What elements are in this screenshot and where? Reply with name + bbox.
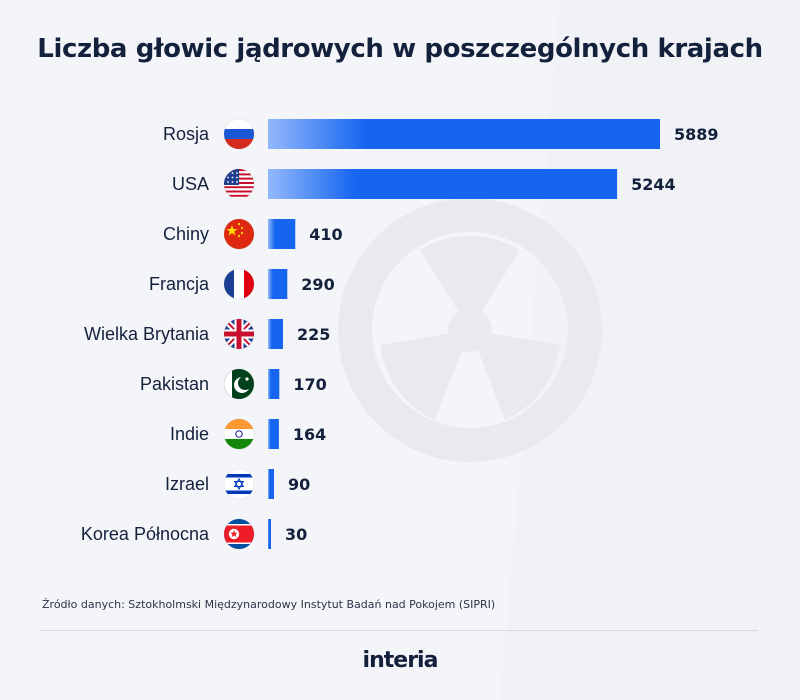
category-label: Rosja (163, 124, 210, 144)
flag-united-kingdom-icon (223, 318, 255, 350)
value-label: 30 (285, 525, 307, 544)
value-label: 90 (288, 475, 310, 494)
bar (268, 269, 288, 299)
value-label: 410 (309, 225, 342, 244)
value-label: 5889 (674, 125, 719, 144)
value-label: 5244 (631, 175, 676, 194)
category-label: Francja (149, 274, 210, 294)
category-label: USA (172, 174, 209, 194)
category-label: Wielka Brytania (84, 324, 210, 344)
bar (268, 119, 660, 149)
category-label: Chiny (163, 224, 209, 244)
value-label: 225 (297, 325, 330, 344)
flag-north-korea-icon (223, 518, 255, 550)
flag-china-icon (223, 218, 255, 250)
bar (268, 469, 274, 499)
chart-title: Liczba głowic jądrowych w poszczególnych… (37, 34, 763, 64)
interia-logo: interia (362, 648, 439, 673)
flag-india-icon (223, 418, 255, 450)
footer-divider (40, 630, 758, 631)
flag-israel-icon (223, 468, 255, 500)
bar (268, 369, 280, 399)
category-label: Indie (170, 424, 209, 444)
flag-usa-icon (223, 168, 255, 200)
bar (268, 519, 271, 549)
bar (268, 219, 296, 249)
flag-france-icon (223, 268, 255, 300)
bar (268, 419, 279, 449)
value-label: 164 (293, 425, 326, 444)
value-label: 290 (301, 275, 334, 294)
source-note: Źródło danych: Sztokholmski Międzynarodo… (42, 598, 496, 611)
category-label: Korea Północna (81, 524, 210, 544)
flag-russia-icon (223, 118, 255, 150)
flag-pakistan-icon (223, 368, 255, 400)
bar (268, 169, 618, 199)
value-label: 170 (293, 375, 326, 394)
bar (268, 319, 283, 349)
category-label: Pakistan (140, 374, 209, 394)
category-label: Izrael (165, 474, 209, 494)
